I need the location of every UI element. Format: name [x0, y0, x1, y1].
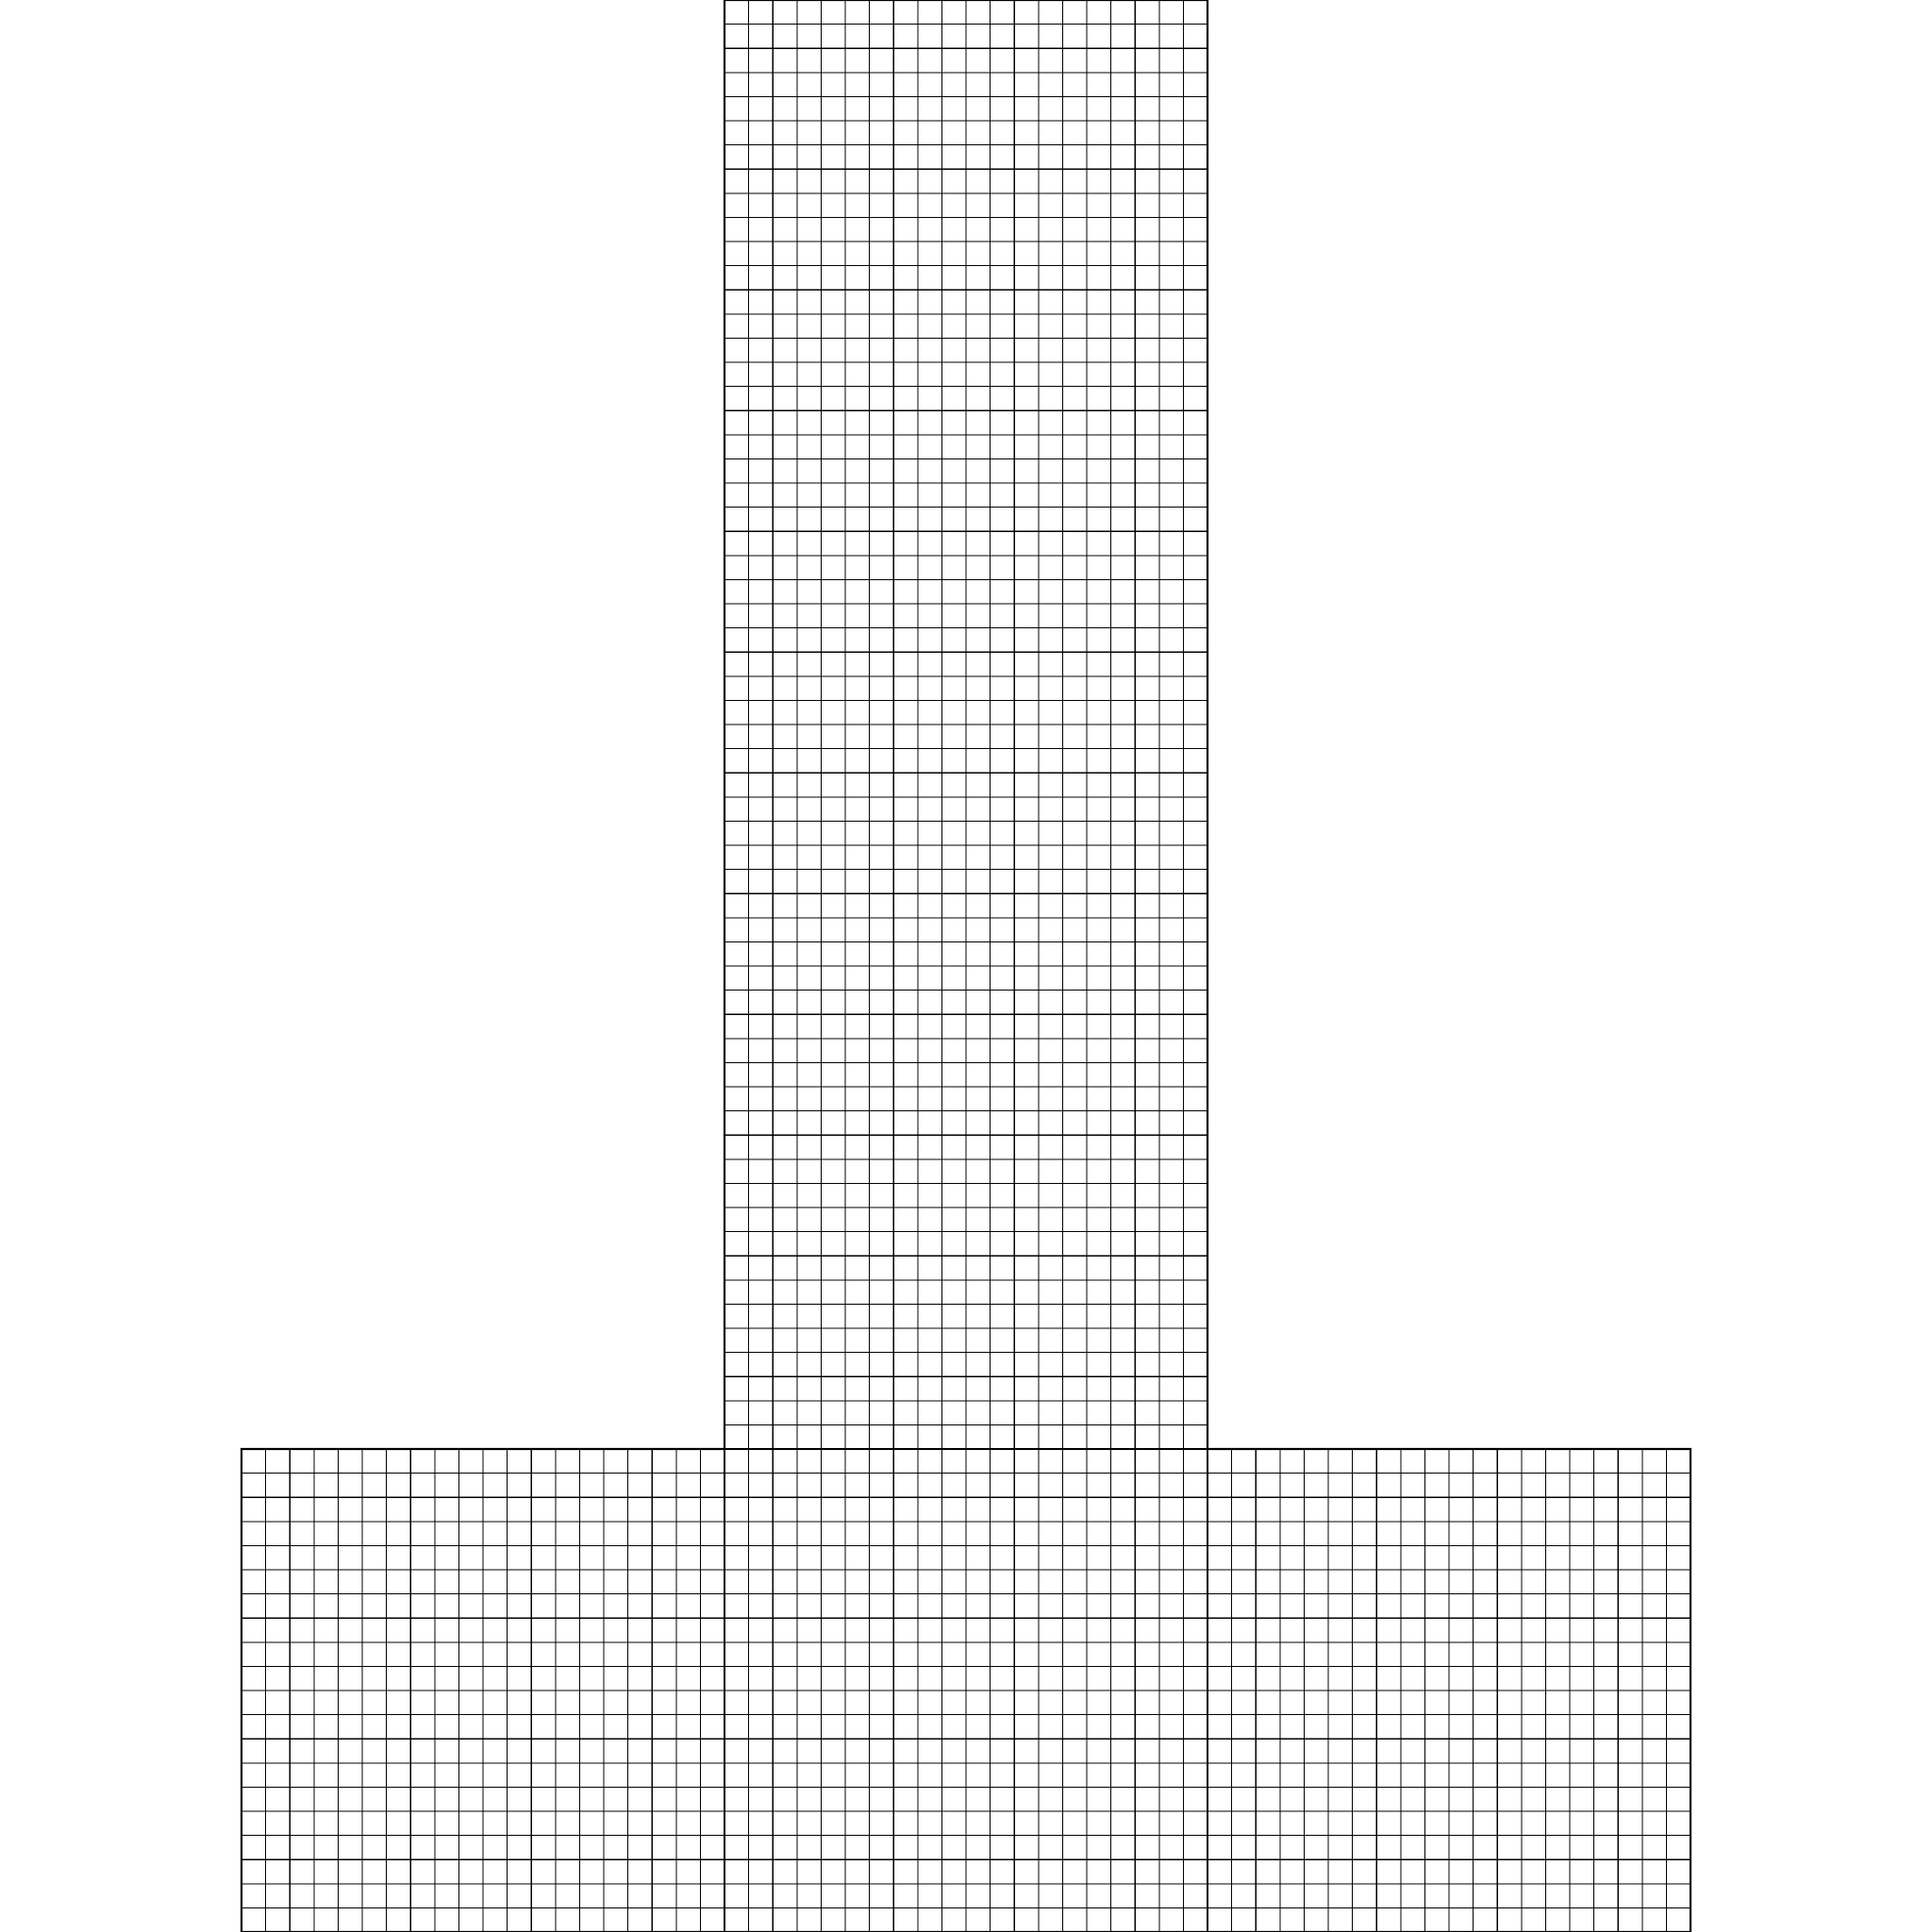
mesh-region-stem — [724, 0, 1208, 1450]
mesh-region-base — [241, 1448, 1691, 1932]
mesh-outline — [240, 0, 1692, 1932]
